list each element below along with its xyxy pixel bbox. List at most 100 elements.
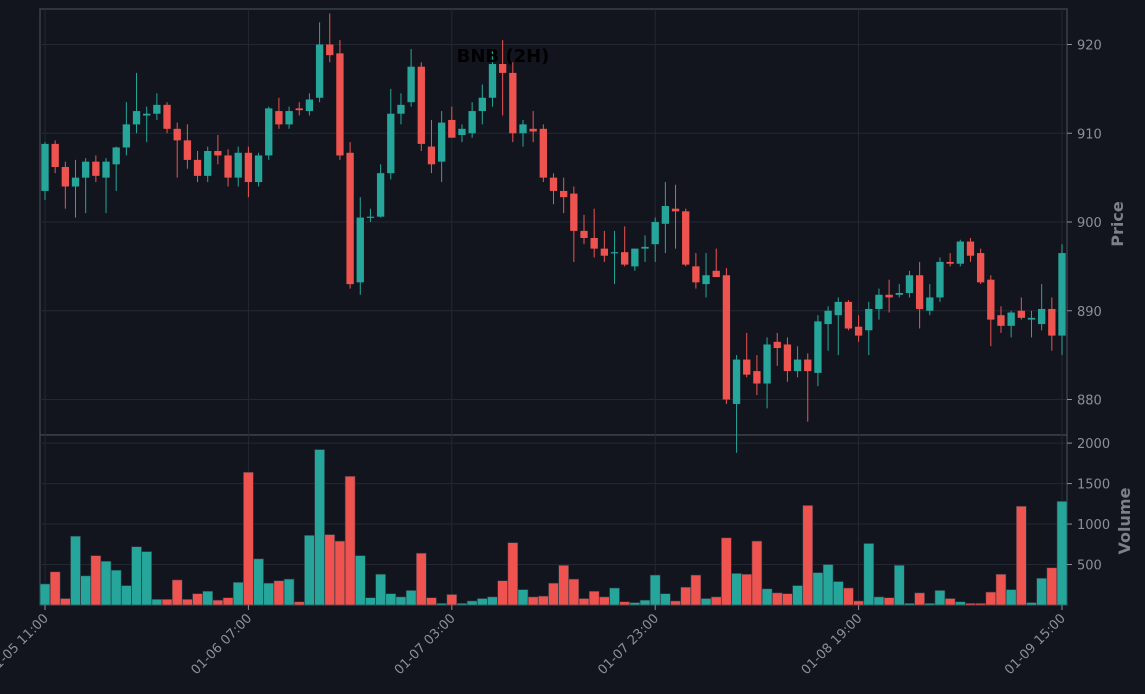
volume-bar — [843, 587, 854, 606]
volume-bar — [517, 589, 529, 606]
volume-bar — [283, 578, 295, 606]
candle-body — [112, 147, 120, 165]
candle-body — [865, 308, 873, 331]
candle-body — [41, 143, 49, 191]
candle-body — [539, 128, 547, 178]
volume-bar — [304, 535, 315, 606]
volume-bar — [710, 596, 722, 606]
candle-body — [621, 252, 629, 265]
volume-bar — [222, 597, 234, 606]
volume-bar — [751, 540, 763, 606]
volume-bar — [507, 542, 519, 606]
volume-bar — [721, 537, 732, 606]
volume-bar — [273, 580, 285, 606]
volume-bar — [365, 597, 376, 606]
candle-body — [265, 108, 273, 156]
candle-body — [793, 359, 802, 372]
volume-bar — [70, 535, 81, 606]
candle-body — [397, 104, 405, 114]
candle-body — [336, 53, 344, 156]
volume-bar — [599, 596, 610, 606]
candle-body — [549, 177, 558, 191]
candle-body — [346, 152, 354, 285]
candle-body — [1058, 253, 1066, 336]
candle-body — [254, 155, 263, 183]
volume-bar — [660, 593, 671, 606]
volume-bar — [395, 596, 407, 606]
candle-body — [417, 66, 425, 144]
volume-bar — [527, 596, 539, 606]
candle-body — [671, 208, 680, 212]
volume-bar — [802, 505, 814, 606]
volume-axis-title: Volume — [1115, 487, 1134, 554]
candle-body — [437, 122, 446, 162]
volume-bar — [110, 569, 122, 606]
candle-body — [692, 266, 700, 283]
candle-body — [183, 140, 192, 160]
candle-body — [326, 44, 334, 56]
candle-body — [82, 161, 90, 178]
candle-body — [956, 241, 964, 264]
candle-body — [244, 152, 253, 183]
volume-bar — [385, 593, 397, 606]
candle-body — [132, 111, 141, 125]
candle-body — [743, 359, 751, 375]
volume-bar — [934, 590, 946, 606]
volume-bar — [192, 593, 203, 606]
candle-body — [285, 111, 293, 125]
price-tick-label: 900 — [1077, 216, 1102, 231]
candle-body — [305, 99, 314, 112]
candle-body — [204, 151, 212, 176]
candle-body — [407, 66, 415, 103]
x-tick-label: 01-07 03:00 — [392, 611, 459, 678]
candle-body — [1037, 308, 1046, 325]
volume-bar — [39, 583, 51, 606]
volume-bar — [873, 596, 885, 606]
volume-bar — [558, 565, 569, 606]
volume-panel — [39, 434, 1068, 606]
volume-bar — [822, 564, 834, 606]
volume-bar — [212, 599, 224, 606]
candle-body — [824, 310, 832, 325]
volume-bar — [171, 579, 183, 606]
candle-body — [631, 248, 639, 267]
candle-body — [936, 261, 944, 298]
volume-bar — [538, 595, 549, 606]
volume-bars — [39, 449, 1068, 606]
candle-body — [661, 206, 670, 224]
volume-bar — [90, 555, 102, 606]
candle-body — [234, 152, 242, 178]
volume-bar — [690, 574, 702, 606]
volume-bar — [426, 597, 437, 606]
candle-body — [682, 211, 690, 265]
candle-body — [173, 128, 181, 141]
volume-bar — [568, 578, 580, 606]
candle-body — [214, 151, 222, 156]
candle-body — [163, 104, 171, 129]
volume-tick-label: 2000 — [1077, 437, 1110, 452]
candle-body — [387, 113, 395, 174]
volume-bar — [914, 592, 925, 606]
candles — [41, 13, 1066, 453]
candle-body — [915, 275, 924, 309]
volume-bar — [792, 585, 803, 606]
volume-bar — [243, 471, 254, 606]
candle-body — [376, 173, 385, 217]
candle-body — [590, 237, 598, 249]
volume-bar — [334, 540, 346, 606]
volume-bar — [60, 598, 71, 606]
volume-bar — [955, 601, 966, 606]
volume-bar — [80, 575, 91, 606]
volume-bar — [466, 600, 478, 606]
volume-bar — [121, 585, 132, 606]
chart-title: BNB (2H) — [457, 46, 550, 67]
candle-body — [773, 341, 781, 349]
volume-bar — [354, 555, 366, 606]
volume-bar — [1056, 501, 1068, 606]
volume-bar — [232, 582, 244, 606]
volume-bar — [202, 590, 214, 606]
price-tick-label: 890 — [1077, 305, 1102, 320]
volume-bar — [141, 551, 152, 606]
candle-body — [102, 161, 110, 178]
candle-body — [122, 124, 131, 148]
